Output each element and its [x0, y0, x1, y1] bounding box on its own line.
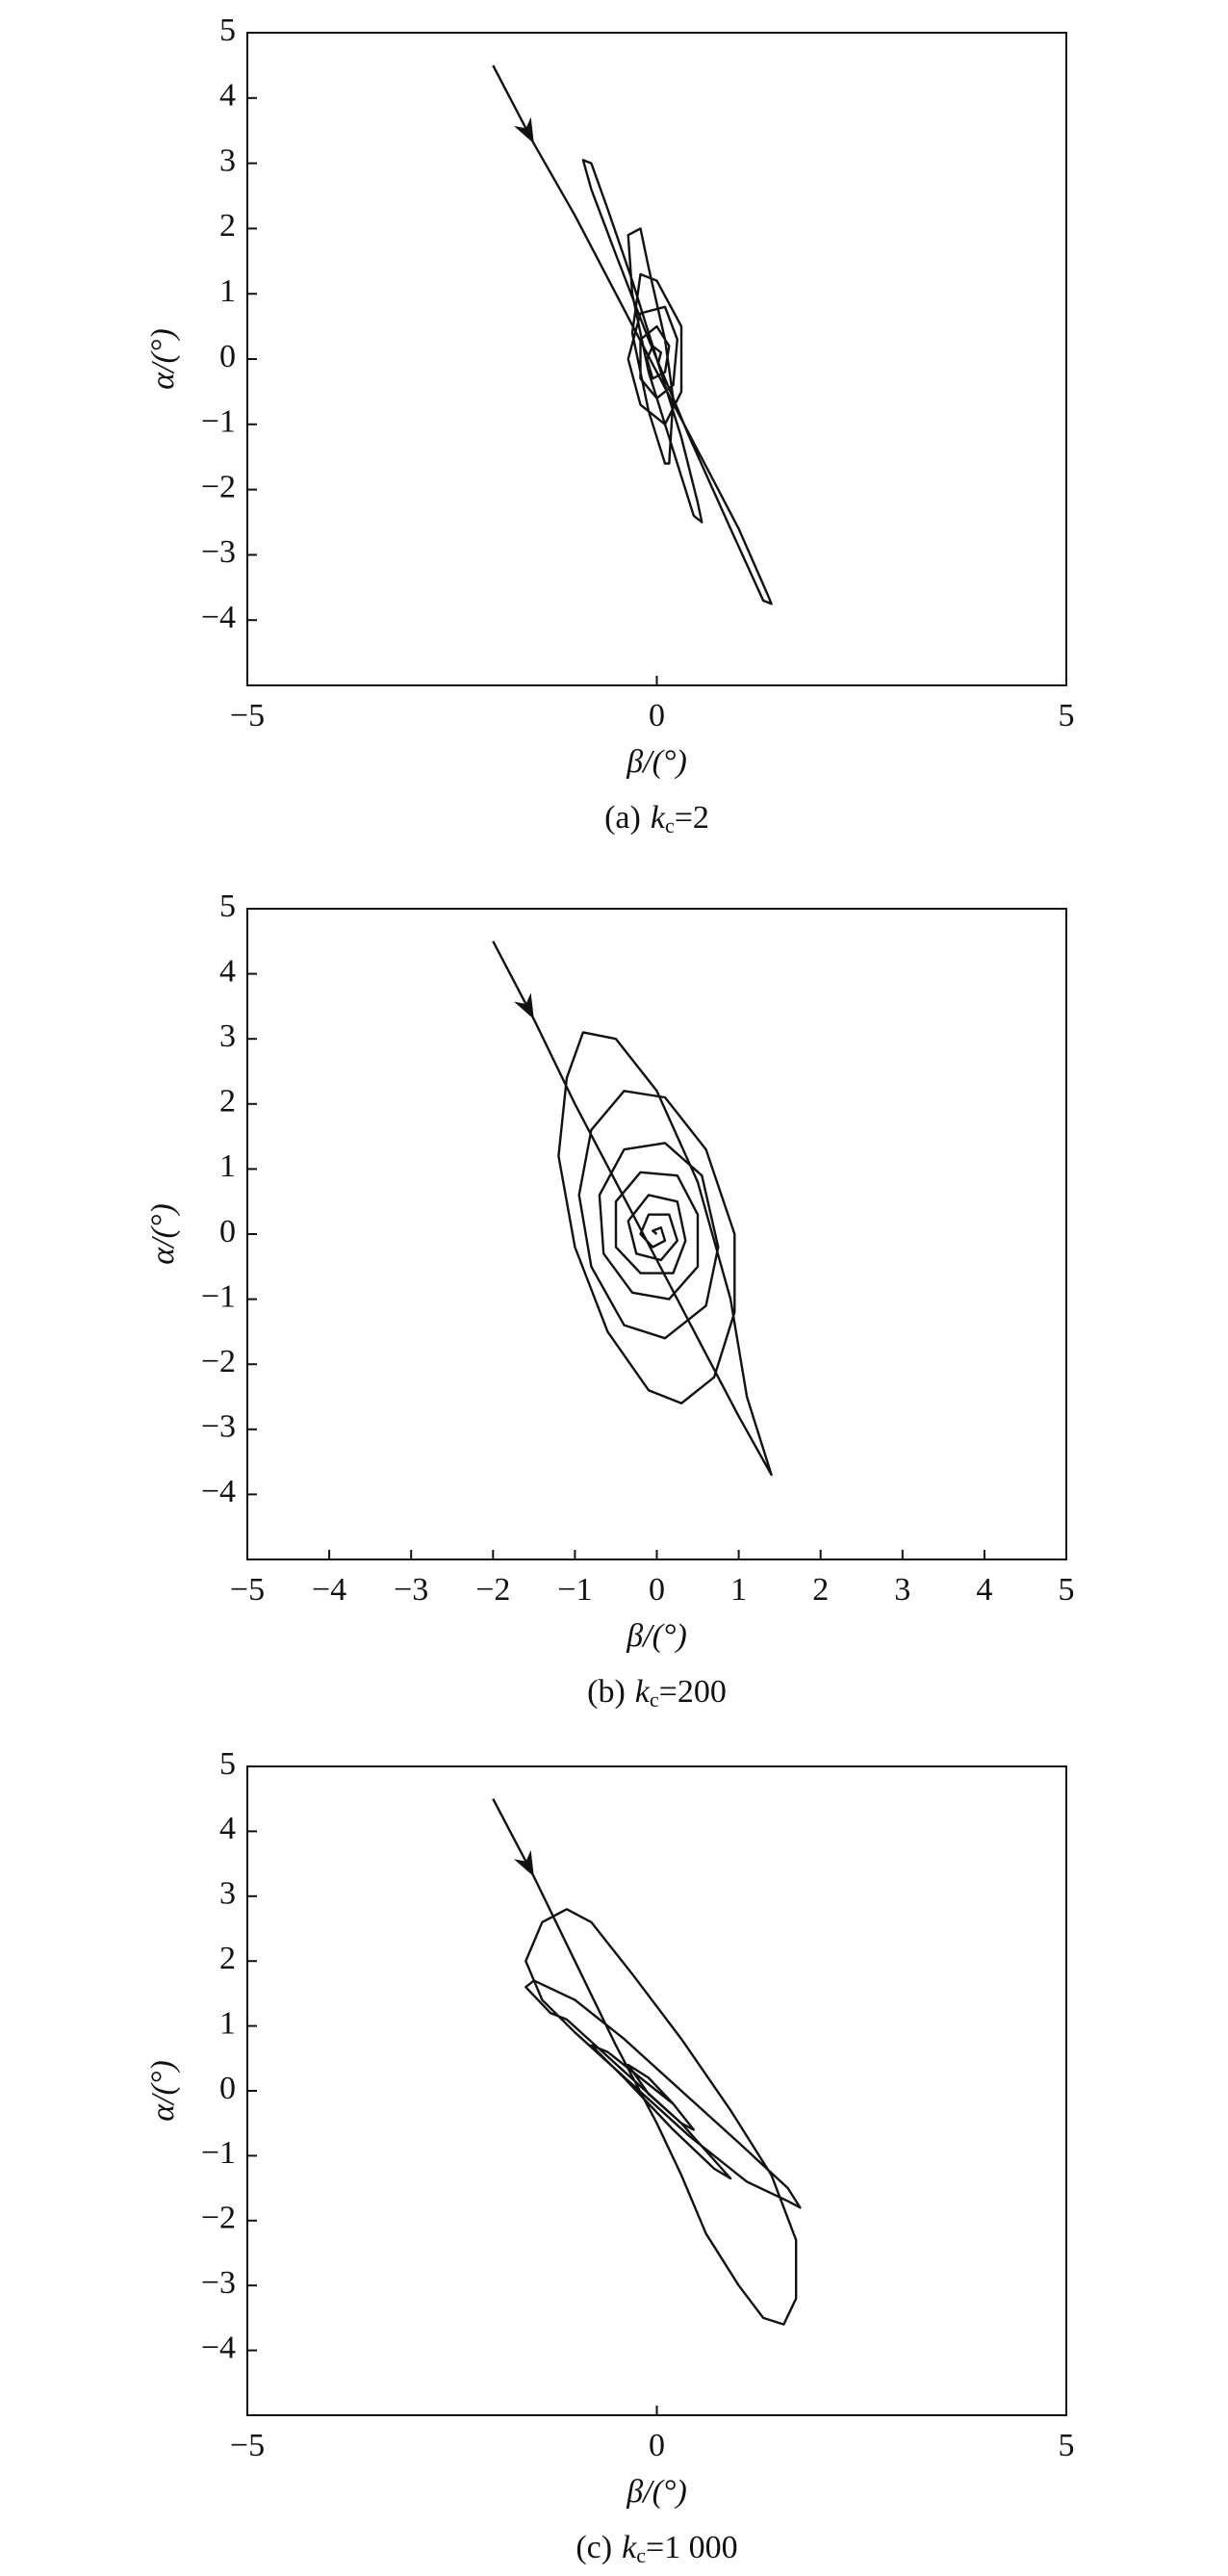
y-tick-label: 3	[219, 142, 236, 178]
caption-suffix: =2	[675, 800, 709, 836]
caption-symbol: k	[622, 2530, 637, 2565]
y-tick-label: 0	[219, 2071, 236, 2106]
x-tick-label: 0	[649, 2428, 665, 2463]
y-tick-label: −2	[201, 469, 236, 504]
x-tick-label: 0	[649, 1572, 665, 1608]
x-tick-label: −1	[557, 1572, 592, 1608]
x-tick-label: 5	[1059, 698, 1075, 734]
y-tick-label: 1	[219, 2005, 236, 2041]
y-tick-label: −3	[201, 2265, 236, 2301]
caption-prefix: (b)	[587, 1674, 626, 1710]
caption-symbol: k	[635, 1674, 651, 1710]
caption-subscript: c	[636, 2543, 646, 2567]
y-tick-label: 5	[219, 13, 236, 48]
y-tick-label: 5	[219, 889, 236, 924]
y-tick-label: 4	[219, 1811, 236, 1846]
y-tick-label: −1	[201, 2135, 236, 2171]
y-tick-label: 0	[219, 339, 236, 374]
y-tick-label: −4	[201, 1474, 236, 1509]
y-tick-label: 3	[219, 1018, 236, 1054]
trajectory	[492, 64, 773, 605]
y-tick-label: −2	[201, 1344, 236, 1379]
y-tick-label: −3	[201, 1409, 236, 1445]
x-tick-label: −2	[475, 1572, 510, 1608]
y-tick-label: 2	[219, 1084, 236, 1120]
direction-arrow	[513, 992, 534, 1019]
trajectory	[492, 940, 773, 1477]
y-axis-label: α/(°)	[145, 328, 181, 390]
x-axis-label: β/(°)	[626, 2474, 687, 2510]
caption: (c) kc=1 000	[576, 2530, 737, 2567]
y-tick-label: −1	[201, 1278, 236, 1314]
y-tick-label: 4	[219, 78, 236, 114]
y-tick-label: −4	[201, 2330, 236, 2365]
x-tick-label: 3	[894, 1572, 910, 1608]
y-axis-label: α/(°)	[145, 1203, 181, 1265]
x-axis-label: β/(°)	[626, 1618, 687, 1654]
x-tick-label: −5	[230, 2428, 265, 2463]
x-axis-label: β/(°)	[626, 744, 687, 780]
direction-arrow	[513, 116, 534, 144]
x-axis-label-text: β/(°)	[626, 1618, 687, 1654]
y-tick-label: −3	[201, 534, 236, 570]
x-tick-label: 2	[812, 1572, 829, 1608]
caption: (a) kc=2	[604, 800, 709, 837]
x-tick-label: 4	[976, 1572, 992, 1608]
x-tick-label: 5	[1059, 2428, 1075, 2463]
caption: (b) kc=200	[587, 1674, 727, 1712]
x-tick-label: 5	[1059, 1572, 1075, 1608]
y-tick-label: 1	[219, 273, 236, 309]
caption-subscript: c	[650, 1687, 659, 1712]
x-tick-label: −5	[230, 698, 265, 734]
x-axis-label-text: β/(°)	[626, 2474, 687, 2510]
caption-symbol: k	[651, 800, 666, 836]
y-tick-label: 2	[219, 1941, 236, 1976]
trajectory	[492, 1798, 802, 2326]
y-tick-label: 5	[219, 1746, 236, 1782]
y-tick-label: −2	[201, 2201, 236, 2236]
caption-suffix: =1 000	[646, 2530, 738, 2565]
caption-subscript: c	[665, 813, 675, 837]
y-tick-label: 1	[219, 1148, 236, 1184]
x-axis-label-text: β/(°)	[626, 744, 687, 780]
x-tick-label: 1	[730, 1572, 747, 1608]
y-tick-label: 3	[219, 1876, 236, 1912]
y-tick-label: −1	[201, 404, 236, 440]
caption-suffix: =200	[659, 1674, 727, 1710]
direction-arrow	[513, 1849, 534, 1877]
x-tick-label: −4	[312, 1572, 346, 1608]
caption-prefix: (c)	[576, 2530, 612, 2565]
y-tick-label: 4	[219, 953, 236, 989]
y-tick-label: −4	[201, 600, 236, 635]
caption-prefix: (a)	[604, 800, 641, 836]
y-tick-label: 0	[219, 1214, 236, 1249]
x-tick-label: 0	[649, 698, 665, 734]
x-tick-label: −3	[394, 1572, 428, 1608]
x-tick-label: −5	[230, 1572, 265, 1608]
y-tick-label: 2	[219, 208, 236, 244]
y-axis-label: α/(°)	[145, 2060, 181, 2122]
